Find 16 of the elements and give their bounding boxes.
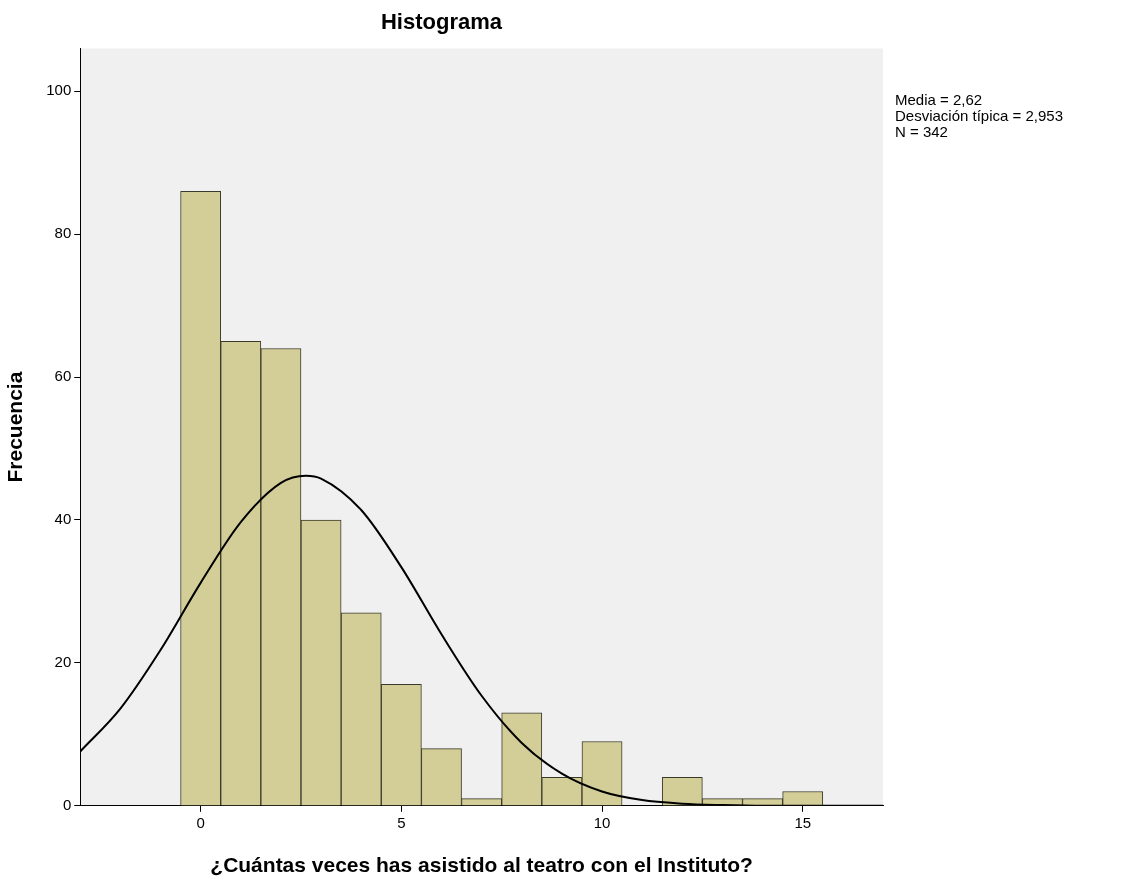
text: N = 342 — [895, 123, 948, 141]
x-tick-label: 0 — [196, 813, 205, 831]
x-axis-title: ¿Cuántas veces has asistido al teatro con el Instituto? — [210, 853, 753, 877]
x-tick-label: 10 — [593, 813, 611, 831]
y-tick-label: 40 — [54, 510, 72, 528]
y-tick-label: 0 — [62, 795, 72, 813]
y-tick-label: 100 — [46, 81, 72, 99]
y-tick-label: 80 — [54, 224, 72, 242]
chart-title: Histograma — [380, 9, 503, 35]
y-tick-label: 20 — [54, 653, 72, 671]
text: Desviación típica = 2,953 — [895, 107, 1064, 125]
y-tick-label: 60 — [54, 367, 72, 385]
y-axis-title: Frecuencia — [3, 371, 27, 483]
text: Media = 2,62 — [895, 91, 983, 109]
x-tick-label: 15 — [794, 813, 812, 831]
x-tick-label: 5 — [397, 813, 406, 831]
